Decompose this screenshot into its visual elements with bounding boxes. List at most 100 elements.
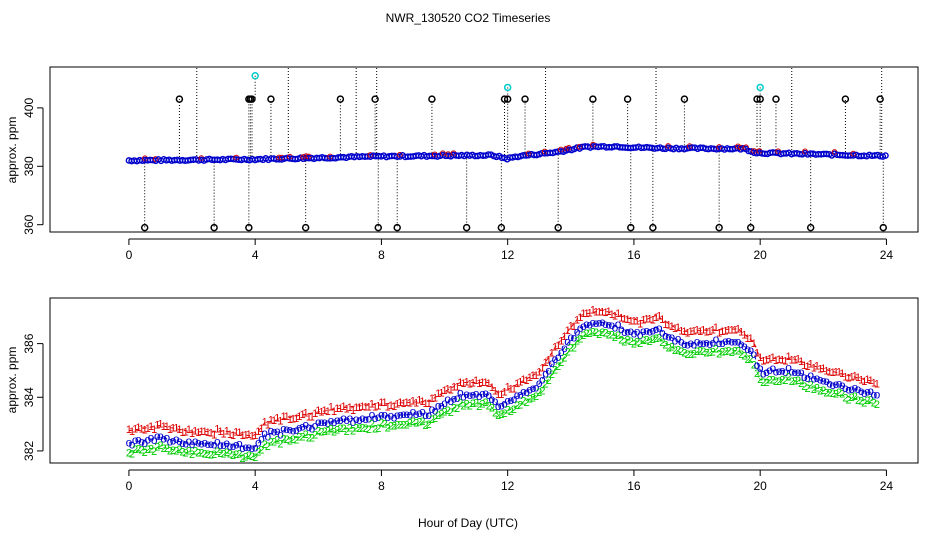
bottom-series-marker-2: 2 — [315, 426, 321, 438]
bottom-series-marker-1: 1 — [533, 370, 539, 382]
bottom-series-marker-mean: o — [391, 411, 398, 425]
bottom-y-tick-label: 382 — [22, 441, 36, 461]
bottom-series-marker-1: 1 — [501, 387, 507, 399]
bottom-plot-frame — [49, 297, 919, 464]
bottom-series-marker-mean: o — [864, 384, 871, 398]
bottom-series-marker-1: 1 — [145, 423, 151, 435]
bottom-series-marker-2: 2 — [164, 443, 170, 455]
bottom-series-marker-2: 2 — [309, 433, 315, 445]
top-plot-frame — [49, 66, 919, 233]
bottom-series-marker-mean: o — [470, 388, 477, 402]
bottom-series-marker-1: 1 — [183, 426, 189, 438]
bottom-series-marker-2: 2 — [410, 416, 416, 428]
bottom-series-marker-1: 1 — [827, 366, 833, 378]
bottom-series-marker-mean: o — [691, 337, 698, 351]
bottom-series-marker-mean: o — [356, 413, 363, 427]
bottom-series-marker-1: 1 — [770, 352, 776, 364]
bottom-series-marker-mean: o — [870, 388, 877, 402]
bottom-series-marker-2: 2 — [344, 426, 350, 438]
bottom-series-marker-2: 2 — [647, 336, 653, 348]
bottom-series-marker-2: 2 — [340, 423, 346, 435]
bottom-x-axis-label: Hour of Day (UTC) — [418, 516, 518, 530]
bottom-series-marker-2: 2 — [470, 398, 476, 410]
bottom-series-marker-2: 2 — [350, 426, 356, 438]
bottom-series-marker-mean: o — [432, 403, 439, 417]
bottom-series-marker-2: 2 — [303, 429, 309, 441]
bottom-series-marker-1: 1 — [397, 397, 403, 409]
bottom-series-marker-2: 2 — [710, 347, 716, 359]
bottom-series-marker-mean: o — [170, 433, 177, 447]
bottom-series-marker-2: 2 — [801, 381, 807, 393]
bottom-series-marker-1: 1 — [407, 397, 413, 409]
bottom-series-marker-2: 2 — [454, 403, 460, 415]
bottom-series-marker-mean: o — [779, 364, 786, 378]
bottom-x-tick-label: 20 — [754, 479, 768, 493]
bottom-series-marker-1: 1 — [202, 426, 208, 438]
bottom-series-marker-mean: o — [577, 321, 584, 335]
bottom-series-marker-1: 1 — [710, 325, 716, 337]
bottom-series-marker-2: 2 — [533, 391, 539, 403]
bottom-series-marker-1: 1 — [814, 360, 820, 372]
bottom-series-marker-1: 1 — [309, 411, 315, 423]
bottom-series-marker-mean: o — [618, 322, 625, 336]
bottom-series-marker-1: 1 — [419, 396, 425, 408]
bottom-series-marker-1: 1 — [786, 351, 792, 363]
bottom-series-marker-mean: o — [403, 407, 410, 421]
bottom-series-marker-mean: o — [451, 391, 458, 405]
bottom-series-marker-mean: o — [706, 337, 713, 351]
bottom-series-marker-mean: o — [694, 335, 701, 349]
bottom-series-marker-mean: o — [807, 368, 814, 382]
bottom-series-marker-mean: o — [571, 330, 578, 344]
bottom-series-marker-1: 1 — [271, 415, 277, 427]
bottom-series-marker-2: 2 — [770, 375, 776, 387]
bottom-series-marker-1: 1 — [713, 322, 719, 334]
bottom-series-marker-1: 1 — [315, 405, 321, 417]
bottom-series-marker-2: 2 — [688, 349, 694, 361]
bottom-series-marker-1: 1 — [571, 321, 577, 333]
bottom-series-marker-mean: o — [624, 325, 631, 339]
bottom-series-marker-1: 1 — [568, 321, 574, 333]
bottom-series-marker-1: 1 — [599, 306, 605, 318]
bottom-series-marker-2: 2 — [700, 346, 706, 358]
bottom-series-marker-2: 2 — [650, 334, 656, 346]
bottom-series-marker-1: 1 — [650, 314, 656, 326]
bottom-series-marker-2: 2 — [754, 368, 760, 380]
bottom-series-marker-mean: o — [631, 327, 638, 341]
bottom-series-marker-2: 2 — [258, 445, 264, 457]
bottom-series-marker-2: 2 — [382, 419, 388, 431]
bottom-series-marker-1: 1 — [612, 310, 618, 322]
bottom-series-marker-2: 2 — [359, 423, 365, 435]
bottom-series-marker-mean: o — [728, 335, 735, 349]
bottom-series-marker-1: 1 — [574, 315, 580, 327]
bottom-series-marker-1: 1 — [694, 324, 700, 336]
bottom-series-marker-1: 1 — [230, 430, 236, 442]
bottom-series-marker-1: 1 — [375, 400, 381, 412]
bottom-series-marker-2: 2 — [621, 337, 627, 349]
bottom-series-marker-1: 1 — [353, 402, 359, 414]
bottom-series-marker-2: 2 — [685, 349, 691, 361]
bottom-series-marker-1: 1 — [539, 362, 545, 374]
bottom-series-marker-1: 1 — [681, 326, 687, 338]
bottom-series-marker-2: 2 — [287, 435, 293, 447]
bottom-series-marker-mean: o — [227, 439, 234, 453]
bottom-series-marker-mean: o — [233, 438, 240, 452]
bottom-series-marker-1: 1 — [789, 355, 795, 367]
top-outlier-point — [140, 223, 149, 232]
bottom-series-marker-mean: o — [438, 399, 445, 413]
bottom-series-marker-2: 2 — [836, 387, 842, 399]
bottom-series-marker-2: 2 — [729, 347, 735, 359]
bottom-series-marker-2: 2 — [129, 448, 135, 460]
bottom-series-marker-2: 2 — [817, 385, 823, 397]
bottom-series-marker-2: 2 — [498, 409, 504, 421]
bottom-series-marker-mean: o — [126, 436, 133, 450]
bottom-series-marker-2: 2 — [539, 386, 545, 398]
bottom-series-marker-2: 2 — [157, 440, 163, 452]
bottom-series-marker-1: 1 — [454, 381, 460, 393]
bottom-series-marker-1: 1 — [798, 356, 804, 368]
bottom-series-marker-1: 1 — [176, 424, 182, 436]
bottom-series-marker-mean: o — [154, 429, 161, 443]
bottom-series-marker-1: 1 — [467, 378, 473, 390]
bottom-series-marker-1: 1 — [530, 370, 536, 382]
bottom-series-marker-mean: o — [504, 393, 511, 407]
bottom-series-marker-2: 2 — [811, 384, 817, 396]
